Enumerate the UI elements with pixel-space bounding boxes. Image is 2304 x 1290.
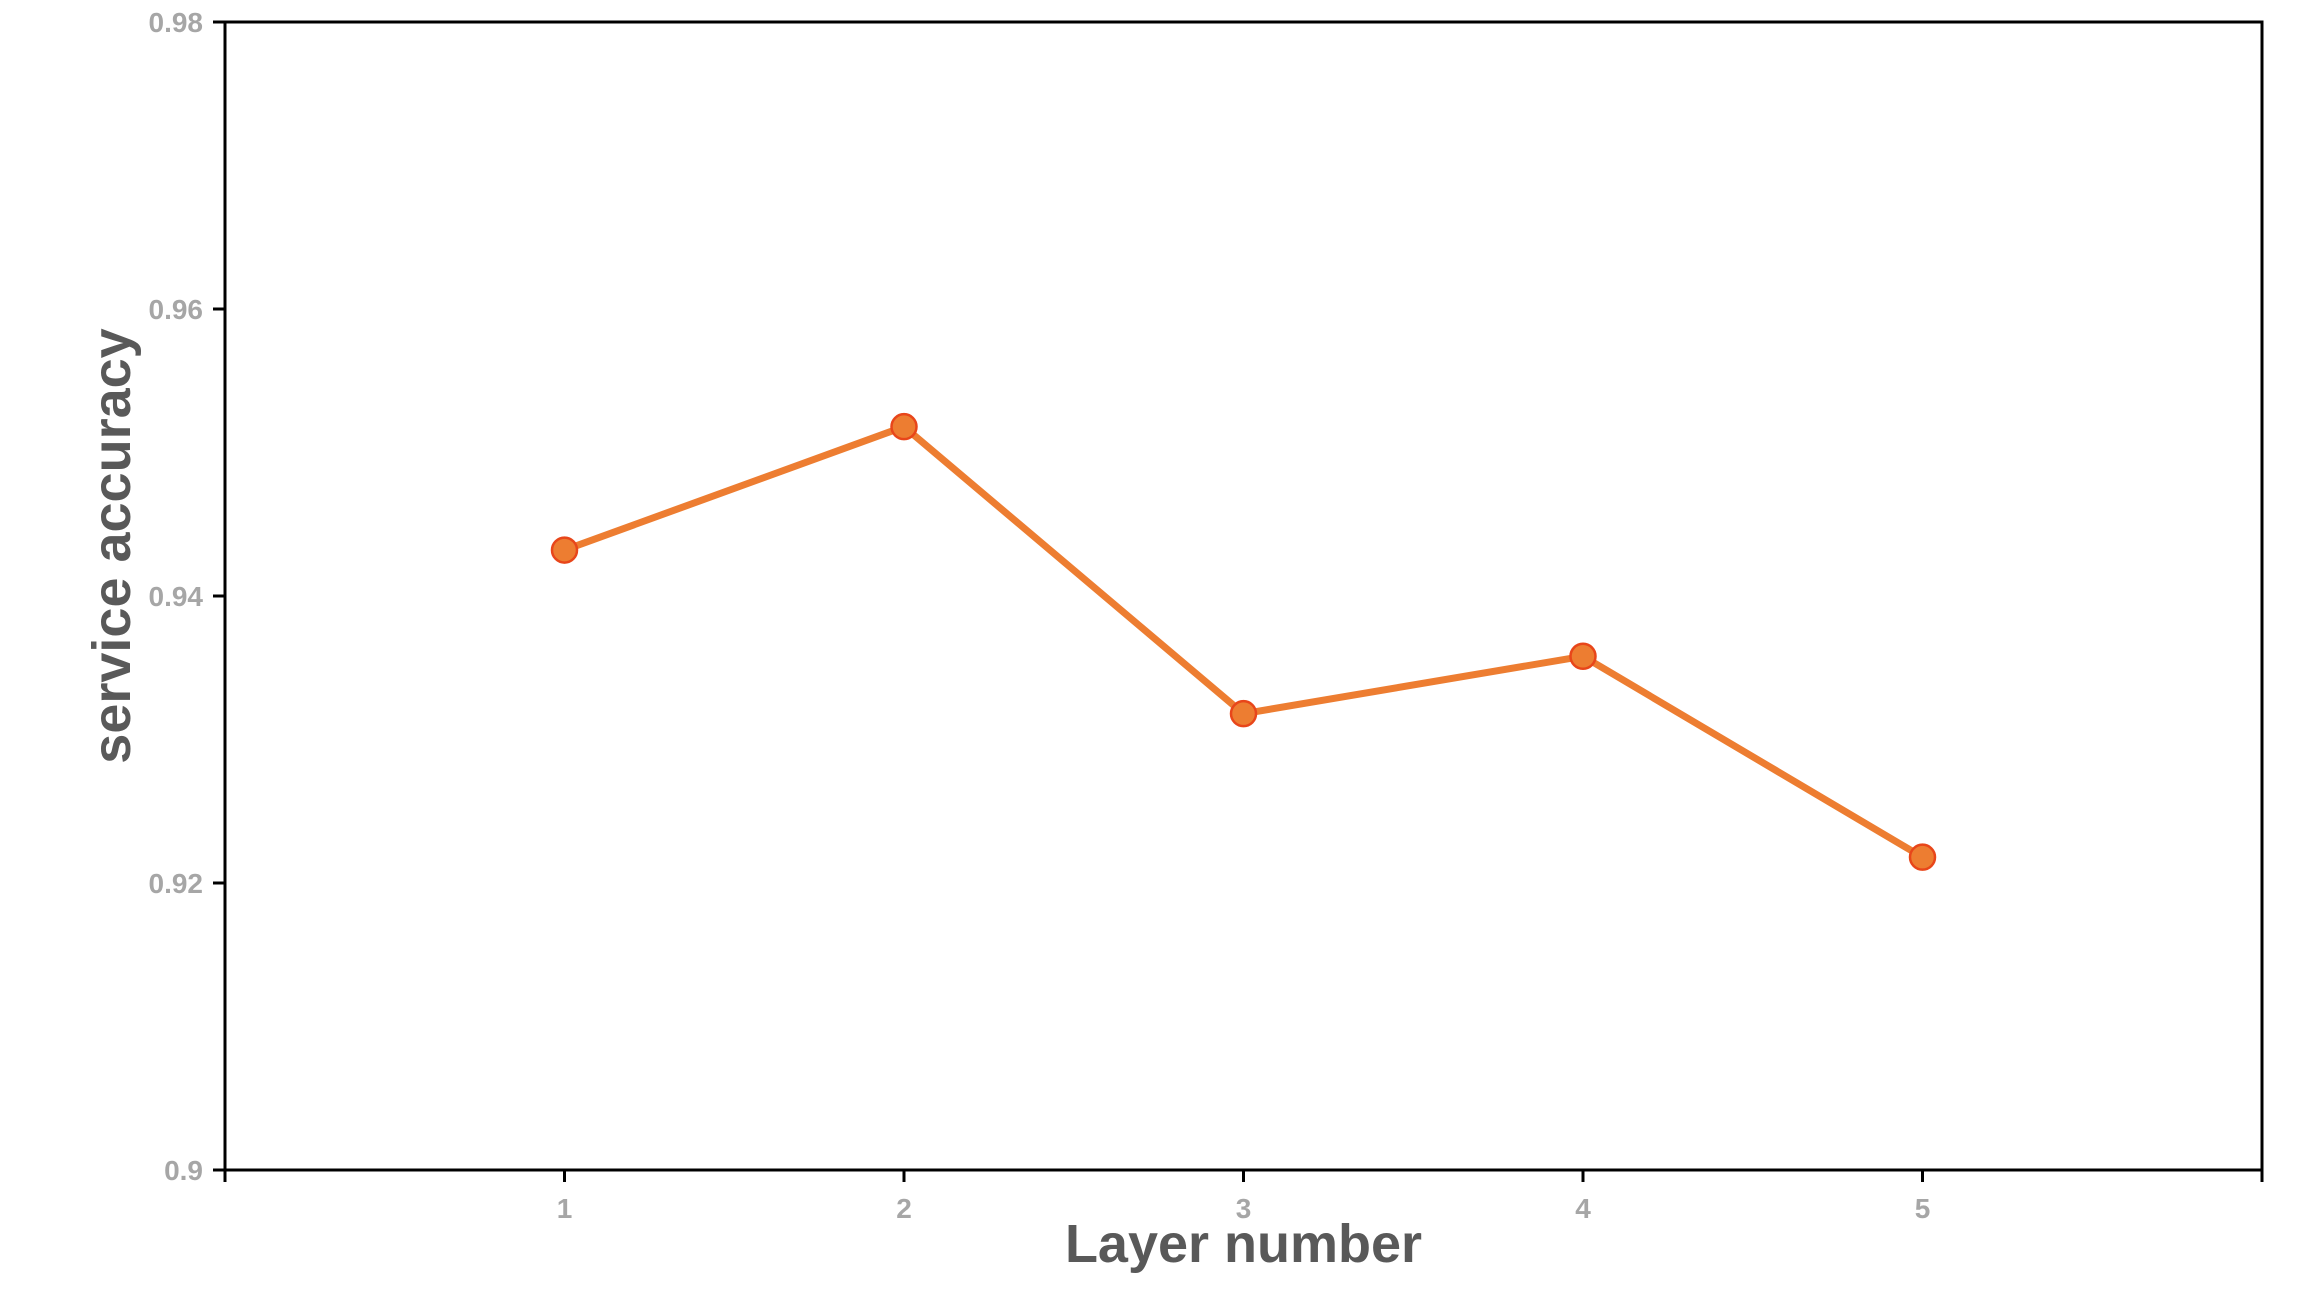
x-tick-label: 4 — [1575, 1193, 1591, 1224]
x-tick-label: 5 — [1915, 1193, 1931, 1224]
y-tick-label: 0.98 — [149, 7, 204, 38]
plot-border — [223, 20, 2264, 1172]
data-point — [550, 536, 579, 564]
x-axis-title: Layer number — [1065, 1214, 1422, 1274]
y-tick-label: 0.96 — [149, 294, 204, 325]
x-axis-ticks: 1 2 3 4 5 — [223, 1170, 2264, 1224]
y-axis-ticks: 0.9 0.92 0.94 0.96 0.98 — [149, 7, 225, 1186]
data-point — [890, 412, 918, 441]
y-tick-label: 0.94 — [149, 581, 204, 612]
y-tick-label: 0.92 — [149, 868, 204, 899]
series-line-segment — [1579, 652, 1926, 861]
x-tick-label: 2 — [896, 1193, 912, 1224]
y-axis-title: service accuracy — [82, 328, 142, 763]
x-tick-label: 1 — [557, 1193, 573, 1224]
data-point — [1908, 843, 1937, 871]
series-layer — [550, 412, 1937, 871]
y-tick-label: 0.9 — [164, 1155, 203, 1186]
plot-frame — [223, 20, 2264, 1172]
data-point — [1569, 642, 1597, 671]
series-line-segment — [561, 423, 908, 554]
data-point — [1229, 699, 1258, 728]
series-line-segment — [900, 423, 1247, 718]
x-tick-label: 3 — [1236, 1193, 1252, 1224]
series-line-segment — [1240, 652, 1587, 718]
